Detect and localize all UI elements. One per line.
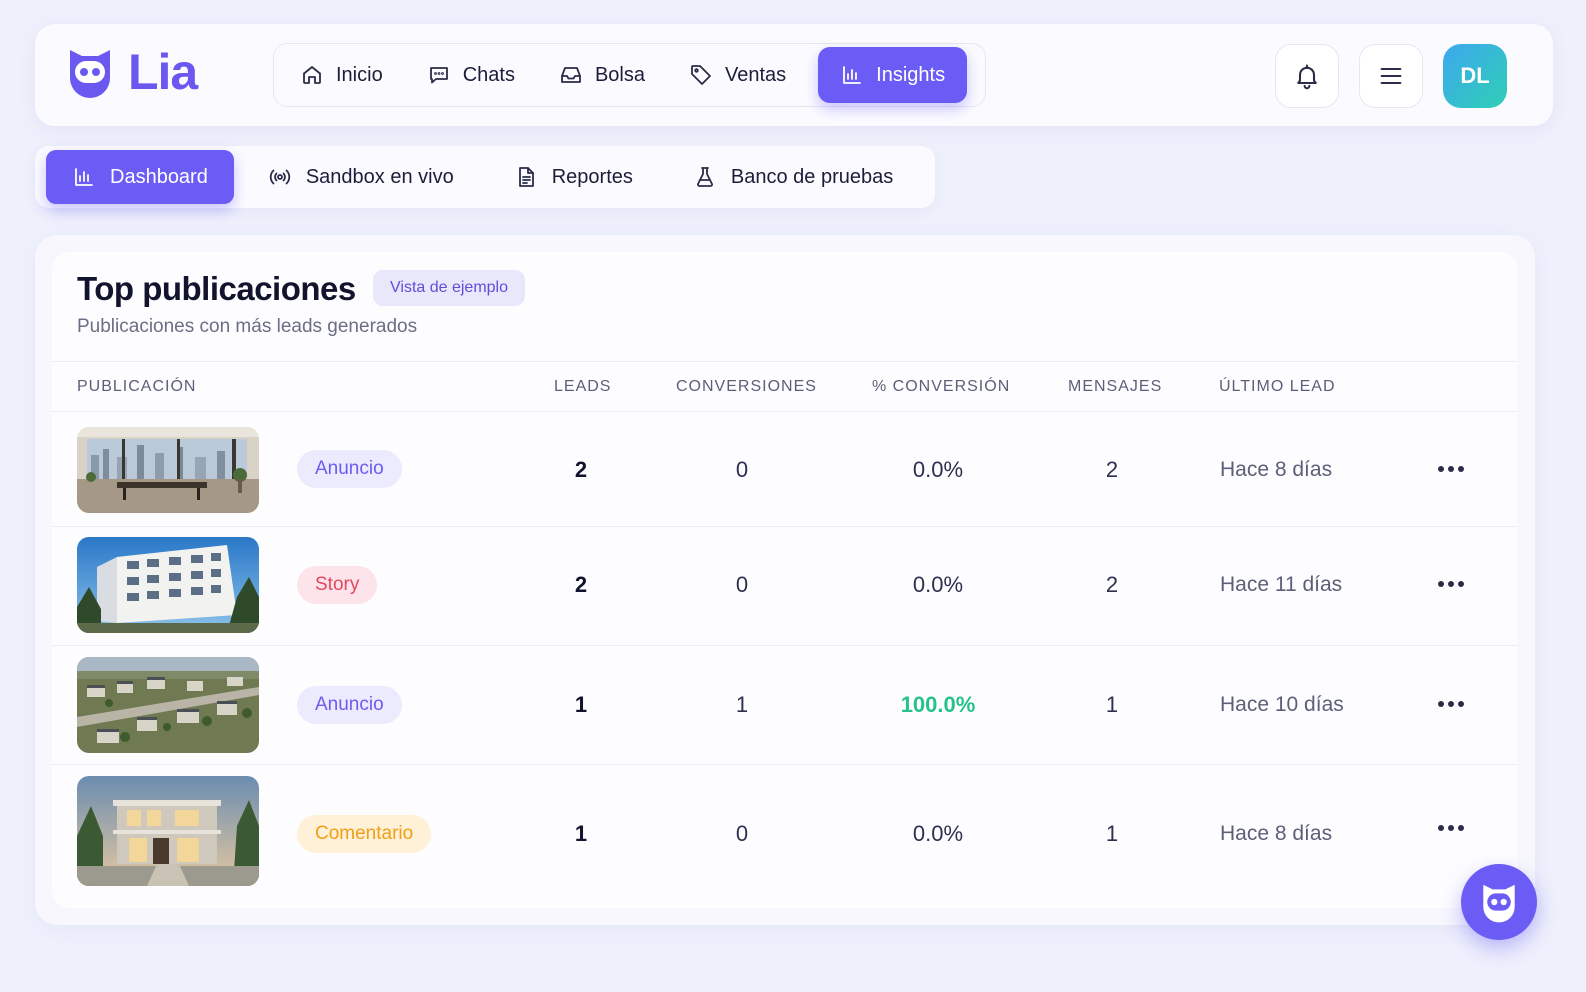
- cell-leads: 1: [574, 692, 588, 717]
- cell-conversiones: 0: [735, 457, 749, 482]
- nav-item-label: Insights: [876, 63, 946, 86]
- home-icon: [303, 66, 321, 84]
- cell-leads: 1: [574, 821, 588, 846]
- tab-label: Dashboard: [110, 165, 208, 188]
- post-thumbnail[interactable]: [77, 427, 259, 513]
- notifications-button[interactable]: [1275, 44, 1339, 108]
- cell-pct-conversion: 100.0%: [900, 692, 976, 717]
- tab-reportes[interactable]: Reportes: [488, 150, 659, 204]
- office-photo: [77, 427, 259, 513]
- nav-item-inicio[interactable]: Inicio: [278, 47, 405, 103]
- nav-item-label: Bolsa: [594, 63, 645, 86]
- post-thumbnail[interactable]: [77, 657, 259, 753]
- table-row[interactable]: Anuncio 2 0 0.0% 2 Hace 8 días: [52, 412, 1518, 527]
- cell-mensajes: 1: [1105, 821, 1119, 846]
- table-row[interactable]: Comentario 1 0 0.0% 1 Hace 8 días: [52, 765, 1518, 908]
- cell-conversiones: 1: [735, 692, 749, 717]
- nav-item-label: Ventas: [724, 63, 787, 86]
- card-subtitle: Publicaciones con más leads generados: [77, 316, 418, 337]
- cell-conversiones: 0: [735, 821, 749, 846]
- cell-leads: 2: [574, 572, 588, 597]
- nav-item-chats[interactable]: Chats: [405, 47, 537, 103]
- cell-mensajes: 2: [1105, 457, 1119, 482]
- tab-label: Banco de pruebas: [730, 165, 894, 188]
- header-ultimo-lead: ÚLTIMO LEAD: [1219, 378, 1336, 395]
- table-row[interactable]: Story 2 0 0.0% 2 Hace 11 días: [52, 527, 1518, 646]
- nav-item-bolsa[interactable]: Bolsa: [537, 47, 667, 103]
- cell-mensajes: 2: [1105, 572, 1119, 597]
- table-row[interactable]: Anuncio 1 1 100.0% 1 Hace 10 días: [52, 646, 1518, 765]
- nav-item-ventas[interactable]: Ventas: [667, 47, 808, 103]
- nav-item-insights[interactable]: Insights: [818, 47, 968, 103]
- tab-label: Reportes: [551, 165, 633, 188]
- apartment-building-photo: [77, 537, 259, 633]
- main-nav: Inicio Chats Bolsa Ventas Insights: [273, 43, 986, 107]
- top-bar: Lia Inicio Chats Bolsa Ventas Insights D…: [35, 24, 1553, 126]
- tag-icon: [691, 65, 711, 85]
- lia-mascot-icon: [70, 50, 110, 98]
- tab-banco-de-pruebas[interactable]: Banco de pruebas: [667, 150, 919, 204]
- tab-dashboard[interactable]: Dashboard: [46, 150, 234, 204]
- flask-icon: [696, 167, 713, 187]
- tab-label: Sandbox en vivo: [305, 165, 454, 188]
- bar-chart-icon: [843, 66, 862, 84]
- card-title: Top publicaciones: [77, 270, 356, 307]
- sub-nav: Dashboard Sandbox en vivo Reportes Banco…: [35, 146, 935, 208]
- post-type-badge: Story: [297, 566, 378, 604]
- cell-ultimo-lead: Hace 8 días: [1220, 822, 1333, 845]
- top-publicaciones-card: Top publicaciones Vista de ejemplo Publi…: [52, 252, 1518, 908]
- main-panel: Top publicaciones Vista de ejemplo Publi…: [35, 235, 1535, 925]
- header-mensajes: MENSAJES: [1068, 378, 1163, 395]
- broadcast-icon: [269, 169, 291, 185]
- logo[interactable]: Lia: [62, 44, 198, 100]
- document-icon: [518, 167, 534, 187]
- post-type-badge: Anuncio: [297, 686, 402, 724]
- post-type-badge: Comentario: [297, 815, 432, 853]
- cell-ultimo-lead: Hace 11 días: [1220, 573, 1343, 596]
- cell-ultimo-lead: Hace 8 días: [1220, 458, 1333, 481]
- chat-icon: [429, 67, 448, 84]
- row-actions-button[interactable]: [1438, 459, 1468, 479]
- logo-text: Lia: [128, 44, 198, 100]
- assistant-fab-button[interactable]: [1461, 864, 1537, 940]
- cell-leads: 2: [574, 457, 588, 482]
- header-publicacion: PUBLICACIÓN: [77, 378, 197, 395]
- cell-pct-conversion: 0.0%: [912, 457, 964, 482]
- nav-item-label: Inicio: [336, 63, 383, 86]
- cell-mensajes: 1: [1105, 692, 1119, 717]
- cell-ultimo-lead: Hace 10 días: [1220, 693, 1344, 716]
- example-badge: Vista de ejemplo: [373, 270, 525, 306]
- post-type-badge: Anuncio: [297, 450, 402, 488]
- cell-pct-conversion: 0.0%: [912, 572, 964, 597]
- nav-item-label: Chats: [462, 63, 515, 86]
- bar-chart-icon: [75, 168, 93, 186]
- table-header: PUBLICACIÓN LEADS CONVERSIONES % CONVERS…: [52, 361, 1518, 412]
- menu-button[interactable]: [1359, 44, 1423, 108]
- row-actions-button[interactable]: [1438, 574, 1468, 594]
- lia-mascot-icon: [1483, 884, 1515, 923]
- row-actions-button[interactable]: [1438, 694, 1468, 714]
- hamburger-icon: [1380, 67, 1402, 85]
- row-actions-button[interactable]: [1438, 818, 1468, 838]
- post-thumbnail[interactable]: [77, 537, 259, 633]
- cell-pct-conversion: 0.0%: [912, 821, 964, 846]
- bell-icon: [1297, 64, 1317, 90]
- inbox-icon: [561, 67, 581, 83]
- modern-house-photo: [77, 776, 259, 886]
- header-leads: LEADS: [554, 378, 612, 395]
- neighborhood-aerial-photo: [77, 657, 259, 753]
- tab-sandbox-en-vivo[interactable]: Sandbox en vivo: [242, 150, 480, 204]
- header-conversiones: CONVERSIONES: [676, 378, 817, 395]
- header-pct-conversion: % CONVERSIÓN: [872, 378, 1011, 395]
- avatar[interactable]: DL: [1443, 44, 1507, 108]
- cell-conversiones: 0: [735, 572, 749, 597]
- post-thumbnail[interactable]: [77, 776, 259, 886]
